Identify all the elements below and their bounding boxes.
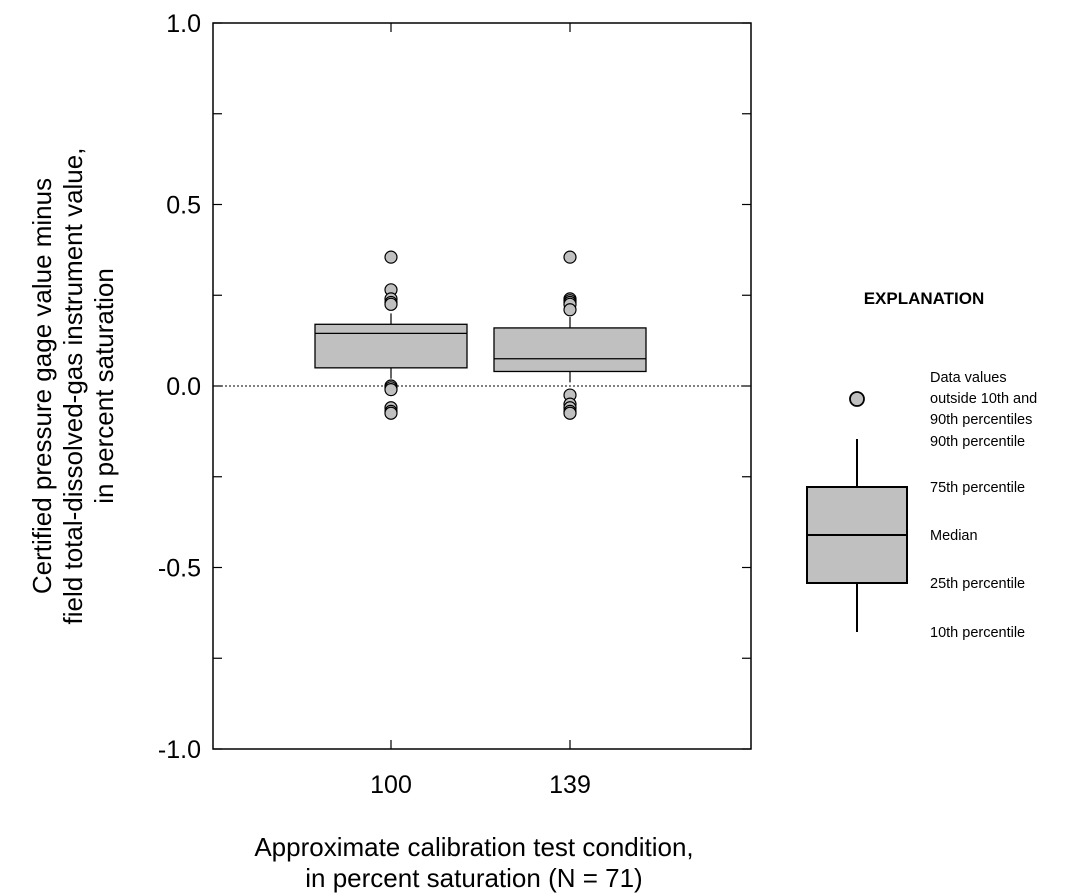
y-tick-label: 0.0: [166, 373, 201, 401]
x-axis-title-line: Approximate calibration test condition,: [254, 832, 693, 862]
legend-q1-label: 25th percentile: [930, 576, 1025, 592]
outlier-point: [563, 250, 577, 264]
y-axis-title-line: field total-dissolved-gas instrument val…: [58, 148, 88, 625]
y-tick-label: 0.5: [166, 192, 201, 220]
y-axis-title-line: Certified pressure gage value minus: [27, 178, 57, 594]
x-tick-label: 139: [549, 771, 591, 799]
iqr-box: [493, 327, 647, 373]
outlier-point: [384, 406, 398, 420]
legend-median-label: Median: [930, 528, 978, 544]
x-tick-label: 100: [370, 771, 412, 799]
outlier-point: [384, 297, 398, 311]
outlier-point: [563, 303, 577, 317]
legend: EXPLANATION Data values outside 10th and 90…: [806, 289, 1037, 641]
legend-p10-label: 10th percentile: [930, 625, 1025, 641]
legend-p90-label: 90th percentile: [930, 434, 1025, 450]
legend-outlier-symbol: [849, 391, 865, 407]
legend-outlier-label: Data values: [930, 370, 1007, 386]
outlier-point: [384, 250, 398, 264]
y-tick-label: 1.0: [166, 10, 201, 38]
box-group-139: [493, 250, 647, 420]
x-axis-title-line: in percent saturation (N = 71): [305, 863, 642, 893]
legend-q3-label: 75th percentile: [930, 480, 1025, 496]
legend-outlier-label: 90th percentiles: [930, 412, 1032, 428]
legend-title: EXPLANATION: [864, 289, 985, 308]
y-axis-title: Certified pressure gage value minus field…: [27, 148, 119, 625]
x-axis-title: Approximate calibration test condition,i…: [254, 832, 693, 893]
outlier-point: [384, 383, 398, 397]
outlier-point: [563, 406, 577, 420]
y-tick-label: -0.5: [158, 555, 201, 583]
y-tick-label: -1.0: [158, 736, 201, 764]
y-axis-title-line: in percent saturation: [89, 268, 119, 504]
iqr-box: [314, 323, 468, 369]
plot-area: 1.0 0.5 0.0 -0.5 -1.0 100 139: [158, 10, 752, 799]
legend-outlier-label: outside 10th and: [930, 391, 1037, 407]
box-group-100: [314, 250, 468, 420]
